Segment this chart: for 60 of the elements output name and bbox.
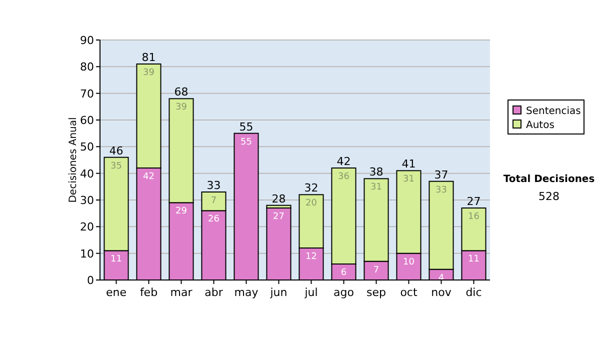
- data-label: 10: [403, 257, 415, 268]
- total-label: 46: [109, 144, 124, 158]
- x-tick-label: oct: [400, 286, 418, 299]
- data-label: 26: [208, 214, 220, 225]
- total-label: 42: [336, 155, 351, 168]
- data-label: 31: [403, 174, 414, 185]
- data-label: 39: [143, 68, 155, 78]
- y-tick-label: 80: [80, 60, 94, 74]
- data-label: 12: [306, 252, 317, 262]
- data-label: 7: [210, 196, 217, 206]
- y-tick-label: 40: [80, 167, 94, 180]
- x-tick-label: ene: [106, 286, 127, 299]
- data-label: 11: [110, 254, 122, 265]
- y-tick-label: 30: [80, 194, 94, 207]
- x-tick-label: sep: [366, 286, 386, 299]
- data-label: 7: [373, 265, 380, 276]
- text: Total Decisiones: [503, 174, 595, 185]
- x-tick-label: may: [234, 286, 259, 299]
- x-tick-label: jun: [269, 286, 288, 299]
- y-tick-label: 10: [80, 247, 94, 260]
- data-label: 6: [340, 268, 347, 278]
- y-tick-label: 70: [80, 87, 94, 100]
- data-label: 31: [370, 182, 382, 193]
- data-label: 11: [468, 254, 480, 265]
- data-label: 16: [468, 212, 480, 222]
- total-label: 55: [239, 120, 254, 134]
- total-label: 38: [369, 166, 384, 179]
- y-tick-label: 20: [80, 220, 94, 234]
- legend-label: Sentencias: [526, 106, 581, 117]
- x-tick-label: dic: [466, 286, 482, 299]
- total-label: 27: [466, 195, 481, 208]
- data-label: 27: [273, 212, 284, 222]
- total-label: 32: [304, 182, 318, 195]
- y-tick-label: 60: [80, 114, 94, 127]
- data-label: 35: [110, 161, 122, 172]
- text: 528: [538, 190, 560, 203]
- total-label: 28: [272, 192, 286, 206]
- data-label: 39: [176, 102, 188, 113]
- x-tick-label: mar: [170, 286, 193, 299]
- data-label: 20: [306, 198, 318, 209]
- legend-label: Autos: [526, 120, 554, 131]
- y-tick-label: 50: [80, 140, 94, 154]
- total-label: 37: [434, 168, 448, 182]
- y-tick-label: 90: [80, 34, 94, 47]
- total-label: 68: [174, 86, 188, 99]
- x-tick-label: feb: [140, 286, 158, 299]
- x-tick-label: abr: [204, 286, 224, 299]
- total-label: 81: [142, 51, 156, 64]
- y-tick-label: 0: [87, 274, 94, 287]
- total-label: 33: [206, 179, 221, 192]
- x-tick-label: ago: [334, 286, 354, 299]
- data-label: 42: [143, 172, 154, 182]
- data-label: 36: [338, 172, 350, 182]
- data-label: 55: [240, 137, 252, 148]
- y-axis-title: Decisiones Anual: [68, 117, 79, 203]
- data-label: 29: [176, 206, 188, 217]
- x-tick-label: nov: [431, 286, 452, 299]
- data-label: 33: [436, 185, 447, 196]
- total-label: 41: [402, 158, 416, 171]
- x-tick-label: jul: [304, 286, 318, 299]
